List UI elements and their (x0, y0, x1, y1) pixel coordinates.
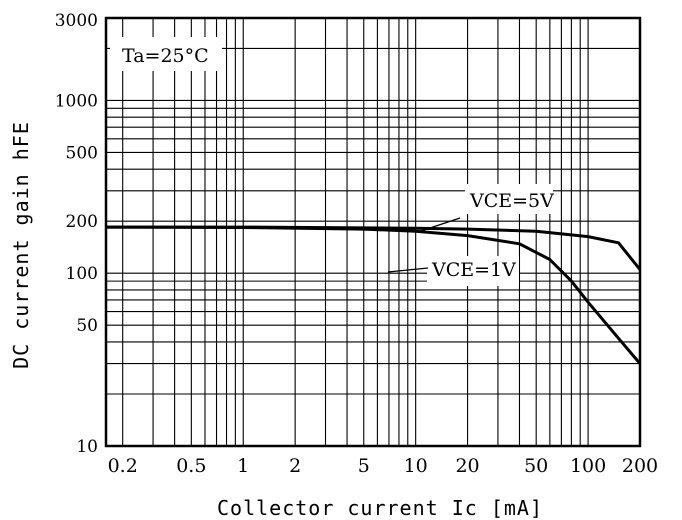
x-tick-label: 100 (570, 455, 606, 477)
x-tick-label: 2 (289, 455, 301, 477)
curves (105, 225, 642, 365)
x-tick-label: 50 (524, 455, 548, 477)
x-tick-label: 0.2 (108, 455, 138, 477)
x-tick-labels: 0.2 0.5 1 2 5 10 20 50 100 200 (108, 455, 659, 477)
x-tick-label: 1 (237, 455, 249, 477)
y-tick-label: 200 (66, 212, 98, 232)
series-line-vce-1v (105, 225, 642, 365)
series-label-vce-5v: VCE=5V (469, 190, 554, 212)
series-leader-5v (417, 217, 461, 233)
series-label-box-1v (427, 256, 519, 286)
series-line-vce-5v (106, 225, 642, 271)
plot-frame (104, 16, 642, 448)
series-label-box-5v (465, 184, 553, 214)
series-leader-1v (387, 267, 429, 273)
annotation-ta: Ta=25°C (122, 45, 209, 67)
y-tick-label: 50 (76, 316, 98, 336)
series-label-vce-1v: VCE=1V (431, 259, 516, 281)
y-tick-labels: 10 50 100 200 500 1000 3000 (55, 11, 98, 457)
grid-lines (106, 17, 641, 447)
x-tick-label: 5 (358, 455, 370, 477)
annotation-box (110, 37, 222, 71)
x-tick-label: 200 (622, 455, 658, 477)
x-tick-label: 10 (404, 455, 428, 477)
y-tick-label: 500 (66, 143, 98, 163)
y-tick-label: 1000 (55, 91, 98, 111)
y-tick-label: 3000 (55, 11, 98, 31)
x-tick-label: 20 (455, 455, 479, 477)
y-tick-label: 100 (66, 264, 98, 284)
x-axis-title: Collector current Ic [mA] (217, 496, 543, 520)
y-tick-label: 10 (76, 437, 98, 457)
y-axis-title: DC current gain hFE (9, 121, 33, 369)
x-tick-label: 0.5 (176, 455, 206, 477)
